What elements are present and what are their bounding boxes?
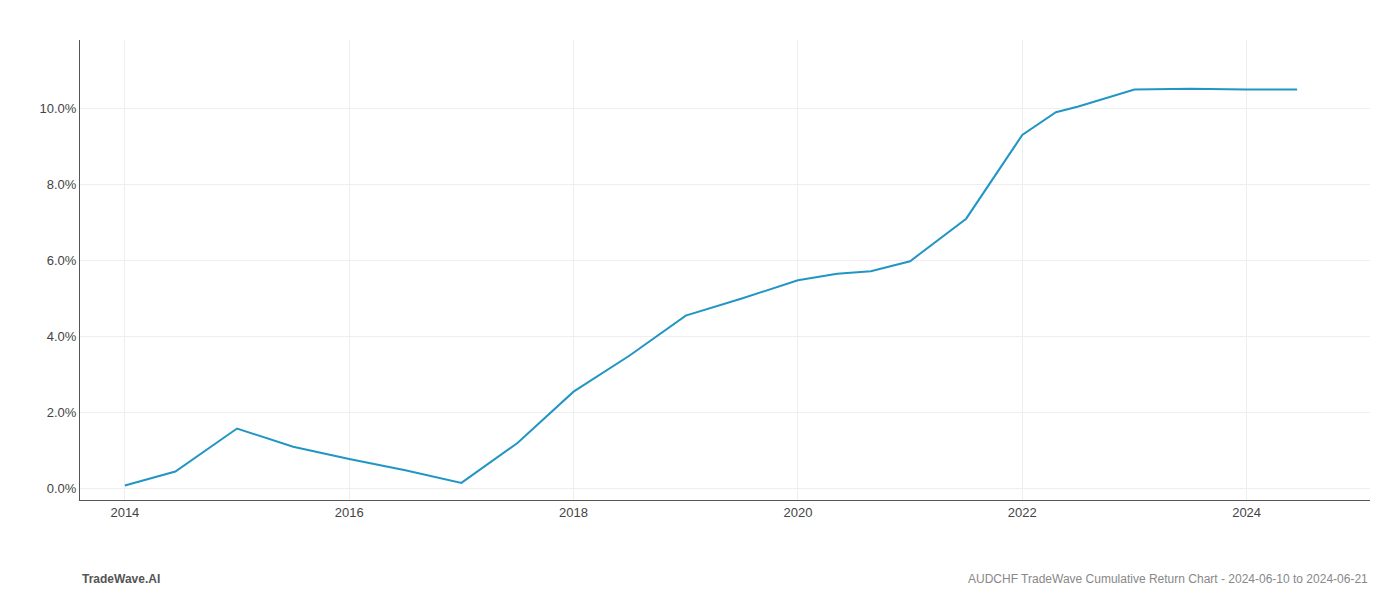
svg-text:2.0%: 2.0%: [47, 405, 77, 420]
svg-text:AUDCHF TradeWave Cumulative Re: AUDCHF TradeWave Cumulative Return Chart…: [968, 572, 1368, 586]
svg-text:2024: 2024: [1232, 505, 1261, 520]
svg-text:TradeWave.AI: TradeWave.AI: [82, 572, 160, 586]
svg-text:2018: 2018: [559, 505, 588, 520]
svg-text:2020: 2020: [783, 505, 812, 520]
svg-text:0.0%: 0.0%: [47, 481, 77, 496]
svg-text:8.0%: 8.0%: [47, 177, 77, 192]
svg-text:2022: 2022: [1008, 505, 1037, 520]
svg-text:10.0%: 10.0%: [40, 101, 77, 116]
svg-text:2016: 2016: [335, 505, 364, 520]
svg-text:4.0%: 4.0%: [47, 329, 77, 344]
svg-text:6.0%: 6.0%: [47, 253, 77, 268]
svg-text:2014: 2014: [110, 505, 139, 520]
